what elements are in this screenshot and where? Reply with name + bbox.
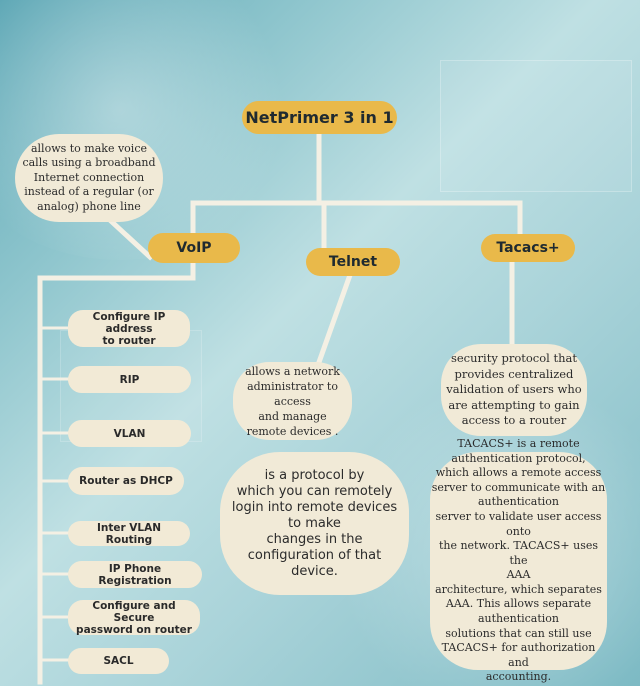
voip-label: VoIP — [176, 240, 212, 256]
voip-item-secure-password: Configure and Secure password on router — [68, 599, 200, 636]
voip-item-rip: RIP — [68, 366, 191, 393]
list-item-label: SACL — [103, 655, 134, 667]
tacacs-detail-bubble: TACACS+ is a remote authentication proto… — [430, 437, 607, 683]
list-item-label: RIP — [119, 373, 140, 386]
tacacs-label: Tacacs+ — [496, 240, 560, 256]
voip-item-inter-vlan: Inter VLAN Routing — [68, 521, 190, 546]
telnet-description-bubble: allows a network administrator to access… — [233, 362, 352, 440]
list-item-label: Inter VLAN Routing — [96, 521, 162, 546]
telnet-node: Telnet — [306, 248, 400, 276]
voip-item-ip-phone: IP Phone Registration — [68, 561, 202, 588]
list-item-label: IP Phone Registration — [98, 562, 172, 587]
connector-telnet-description — [314, 271, 354, 369]
voip-item-vlan: VLAN — [68, 420, 191, 447]
list-item-label: Router as DHCP — [79, 475, 173, 487]
title-label: NetPrimer 3 in 1 — [245, 108, 394, 127]
telnet-detail-text: is a protocol by which you can remotely … — [231, 467, 398, 579]
voip-node: VoIP — [148, 233, 240, 263]
voip-description-bubble: allows to make voice calls using a broad… — [15, 134, 163, 222]
connector-voip-description — [108, 218, 154, 261]
background-screen-decoration — [440, 60, 632, 192]
tacacs-node: Tacacs+ — [481, 234, 575, 262]
voip-item-sacl: SACL — [68, 648, 169, 674]
list-item-label: Configure IP address to router — [92, 310, 166, 347]
voip-item-configure-ip: Configure IP address to router — [68, 310, 190, 347]
telnet-description-text: allows a network administrator to access… — [245, 364, 340, 438]
title-node: NetPrimer 3 in 1 — [242, 101, 397, 134]
tacacs-description-text: security protocol that provides centrali… — [446, 351, 582, 428]
tacacs-description-bubble: security protocol that provides centrali… — [441, 344, 587, 436]
telnet-detail-bubble: is a protocol by which you can remotely … — [220, 452, 409, 595]
list-item-label: Configure and Secure password on router — [76, 599, 192, 636]
voip-item-router-dhcp: Router as DHCP — [68, 467, 184, 495]
tacacs-detail-text: TACACS+ is a remote authentication proto… — [431, 436, 606, 684]
list-item-label: VLAN — [113, 427, 146, 440]
voip-description-text: allows to make voice calls using a broad… — [22, 141, 156, 213]
telnet-label: Telnet — [328, 254, 378, 270]
